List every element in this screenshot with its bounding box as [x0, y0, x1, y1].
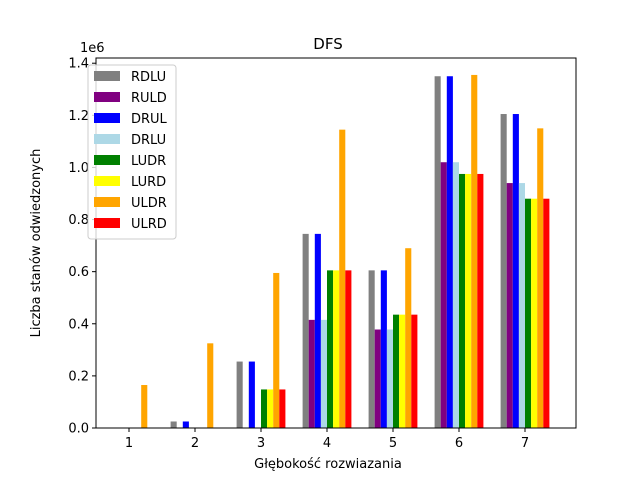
- legend-label-uldr: ULDR: [131, 196, 167, 211]
- bar-drul-2: [182, 421, 189, 428]
- bar-ruld-6: [440, 162, 447, 429]
- bar-ludr-3: [261, 389, 268, 428]
- bar-rdlu-3: [236, 361, 243, 428]
- bar-uldr-4: [339, 129, 346, 429]
- bar-ruld-5: [374, 329, 381, 428]
- x-tick-label: 6: [455, 436, 463, 451]
- bar-uldr-3: [273, 272, 280, 428]
- x-axis-label: Głębokość rozwiazania: [254, 457, 402, 472]
- bar-uldr-1: [141, 385, 148, 428]
- bar-ulrd-6: [477, 173, 484, 428]
- bar-drul-7: [512, 114, 519, 429]
- bar-drlu-6: [452, 162, 459, 429]
- bar-lurd-4: [333, 270, 340, 428]
- plot-frame: [95, 57, 577, 429]
- legend-swatch-uldr: [94, 197, 120, 207]
- y-tick-label: 1.2: [68, 109, 89, 124]
- y-axis-label: Liczba stanów odwiedzonych: [29, 149, 44, 338]
- bars-layer: [141, 74, 550, 429]
- y-tick-label: 1.4: [68, 57, 89, 72]
- y-tick-label: 0.2: [68, 369, 89, 384]
- legend-label-drlu: DRLU: [131, 133, 166, 148]
- bar-ludr-6: [459, 173, 466, 428]
- bar-rdlu-7: [500, 114, 507, 429]
- bar-lurd-7: [531, 198, 538, 428]
- legend-label-ulrd: ULRD: [131, 217, 167, 232]
- bar-rdlu-5: [368, 270, 375, 428]
- bar-ulrd-4: [345, 270, 352, 428]
- legend-label-drul: DRUL: [131, 112, 168, 127]
- legend-label-lurd: LURD: [131, 175, 166, 190]
- x-tick-label: 3: [257, 436, 265, 451]
- legend-swatch-ulrd: [94, 218, 120, 228]
- bar-ulrd-3: [279, 389, 286, 428]
- legend-label-ludr: LUDR: [131, 154, 166, 169]
- bar-ruld-4: [308, 319, 315, 428]
- x-tick-label: 1: [125, 436, 133, 451]
- x-tick-label: 4: [323, 436, 331, 451]
- y-axis-offset-text: 1e6: [80, 41, 105, 56]
- bar-ludr-4: [327, 270, 334, 428]
- y-tick-label: 0.4: [68, 317, 89, 332]
- x-tick-label: 2: [191, 436, 199, 451]
- axes-layer: 0.0 0.2 0.4 0.6 0.8 1.0 1.2 1.4 1 2 3 4 5 6 7: [68, 57, 577, 451]
- bar-lurd-5: [399, 314, 406, 428]
- bar-ulrd-7: [543, 198, 550, 428]
- legend: RDLU RULD DRUL DRLU LUDR LURD ULDR ULRD: [87, 64, 177, 240]
- y-tick-label: 0.0: [68, 422, 89, 437]
- bar-rdlu-6: [434, 76, 441, 428]
- bar-uldr-6: [471, 74, 478, 429]
- bar-drul-4: [314, 233, 321, 428]
- bar-drlu-7: [518, 183, 525, 428]
- bar-drlu-5: [386, 329, 393, 428]
- chart-title: DFS: [313, 35, 342, 53]
- legend-swatch-lurd: [94, 176, 120, 186]
- bar-ludr-5: [393, 314, 400, 428]
- x-tick-label: 7: [521, 436, 529, 451]
- x-tick-label: 5: [389, 436, 397, 451]
- legend-label-rdlu: RDLU: [131, 70, 166, 85]
- bar-drul-3: [248, 361, 255, 428]
- bar-rdlu-2: [170, 421, 177, 428]
- legend-frame: [87, 64, 177, 240]
- legend-swatch-drul: [94, 113, 120, 123]
- y-tick-label: 0.8: [68, 213, 89, 228]
- legend-swatch-drlu: [94, 134, 120, 144]
- legend-swatch-ruld: [94, 92, 120, 102]
- bar-drlu-4: [320, 319, 327, 428]
- legend-swatch-ludr: [94, 155, 120, 165]
- bar-uldr-5: [405, 248, 412, 428]
- bar-ulrd-5: [411, 314, 418, 428]
- legend-label-ruld: RULD: [131, 91, 167, 106]
- bar-ludr-7: [525, 198, 532, 428]
- bar-uldr-7: [537, 128, 544, 428]
- bar-drul-6: [446, 76, 453, 428]
- legend-swatch-rdlu: [94, 71, 120, 81]
- bar-uldr-2: [207, 343, 214, 428]
- bar-drul-5: [380, 270, 387, 428]
- y-tick-label: 0.6: [68, 265, 89, 280]
- y-tick-label: 1.0: [68, 161, 89, 176]
- bar-lurd-3: [267, 389, 274, 428]
- bar-rdlu-4: [302, 233, 309, 428]
- bar-lurd-6: [465, 173, 472, 428]
- bar-ruld-7: [506, 183, 513, 428]
